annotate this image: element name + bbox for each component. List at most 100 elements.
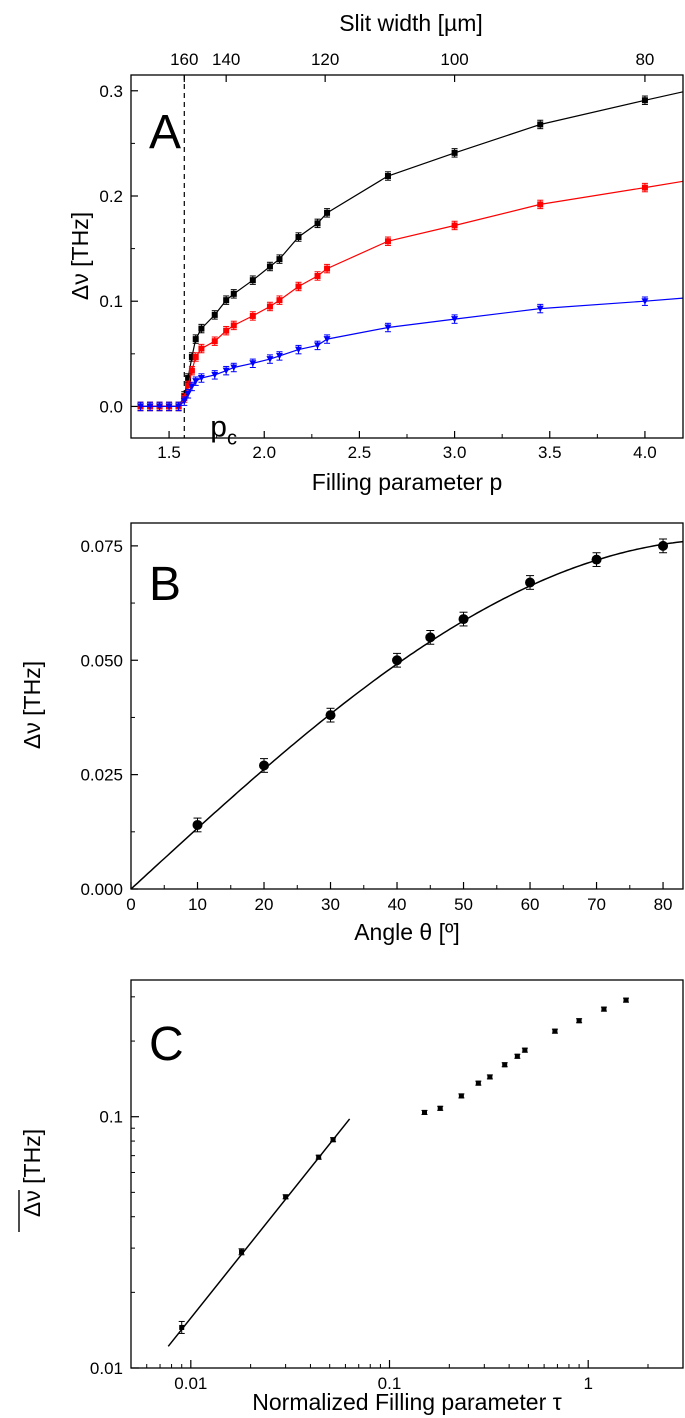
data-point <box>324 209 331 216</box>
data-point <box>192 819 203 830</box>
data-point <box>458 1093 464 1099</box>
data-point <box>137 403 145 410</box>
data-point <box>275 352 283 360</box>
data-point <box>601 1006 607 1012</box>
threshold-label: pc <box>210 410 237 449</box>
panel-a-top-axis-label: Slit width [µm] <box>339 10 483 36</box>
y-tick-label: 0.1 <box>99 1108 123 1127</box>
data-point <box>222 367 230 375</box>
x-tick-label: 70 <box>587 895 606 914</box>
data-point <box>641 97 648 104</box>
data-point <box>249 277 256 284</box>
x-tick-label: 50 <box>454 895 473 914</box>
data-point <box>230 290 237 297</box>
panel-b-x-ticks: 0 10 20 30 40 50 60 70 80 <box>126 882 673 914</box>
data-point <box>325 710 336 721</box>
data-point <box>537 201 544 208</box>
x-tick-label: 80 <box>654 895 673 914</box>
data-point <box>165 403 173 410</box>
top-tick-label: 100 <box>440 50 468 69</box>
data-point <box>188 353 195 360</box>
data-point <box>475 1080 481 1086</box>
panel-a-y-ticks: 0.0 0.1 0.2 0.3 <box>99 82 138 416</box>
x-tick-label: 0 <box>126 895 135 914</box>
data-point <box>249 360 257 367</box>
x-tick-label: 0.1 <box>378 1374 402 1393</box>
y-tick-label: 0.050 <box>80 651 123 670</box>
data-point <box>192 336 199 343</box>
y-tick-label: 0.000 <box>80 880 123 899</box>
data-point <box>192 353 199 360</box>
data-point <box>211 371 219 379</box>
data-point <box>211 311 218 318</box>
x-tick-label: 40 <box>388 895 407 914</box>
y-tick-label: 0.3 <box>99 82 123 101</box>
panel-a-series <box>137 91 684 412</box>
data-point <box>522 1047 528 1053</box>
data-point <box>295 346 303 354</box>
data-point <box>330 1137 336 1143</box>
data-point <box>421 1109 427 1115</box>
x-tick-label: 2.0 <box>252 443 276 462</box>
x-tick-label: 20 <box>255 895 274 914</box>
x-tick-label: 0.01 <box>174 1374 207 1393</box>
data-point <box>641 184 648 191</box>
top-tick-label: 120 <box>311 50 339 69</box>
threshold-label-main: p <box>210 410 227 443</box>
top-tick-label: 80 <box>635 50 654 69</box>
data-point <box>623 997 629 1003</box>
data-point <box>658 540 669 551</box>
series-line <box>140 91 684 407</box>
panel-a-x-ticks: 1.5 2.0 2.5 3.0 3.5 4.0 <box>157 431 657 462</box>
data-point <box>156 403 164 410</box>
data-point <box>223 327 230 334</box>
panel-b-label: B <box>149 558 181 611</box>
x-tick-label: 2.5 <box>348 443 372 462</box>
x-tick-label: 30 <box>321 895 340 914</box>
data-point <box>249 312 256 319</box>
data-point <box>230 322 237 329</box>
data-point <box>179 1324 185 1330</box>
series-line <box>140 297 684 407</box>
data-point <box>239 1249 245 1255</box>
panel-c-label: C <box>149 1018 184 1071</box>
panel-b-x-label: Angle θ [º] <box>354 919 460 945</box>
data-point <box>323 336 331 343</box>
y-tick-label: 0.2 <box>99 187 123 206</box>
data-point <box>536 305 544 313</box>
data-point <box>314 272 321 279</box>
data-point <box>451 222 458 229</box>
x-tick-label: 1 <box>583 1374 592 1393</box>
panel-b-points <box>192 538 669 833</box>
data-point <box>188 367 195 374</box>
panel-a-label: A <box>149 106 181 159</box>
data-point <box>384 324 392 332</box>
data-point <box>266 263 273 270</box>
data-point <box>230 364 238 372</box>
top-tick-label: 160 <box>170 50 198 69</box>
data-point <box>295 283 302 290</box>
x-tick-label: 3.5 <box>538 443 562 462</box>
data-point <box>502 1062 508 1068</box>
data-point <box>185 375 192 382</box>
data-point <box>537 121 544 128</box>
data-point <box>451 316 459 323</box>
x-tick-label: 60 <box>521 895 540 914</box>
panel-c-y-label: Δν [THz] <box>19 1129 45 1217</box>
x-tick-label: 3.0 <box>443 443 467 462</box>
panel-c-points <box>178 997 630 1334</box>
panel-c-frame <box>130 979 684 1369</box>
data-point <box>211 338 218 345</box>
x-tick-label: 10 <box>188 895 207 914</box>
data-point <box>184 390 192 398</box>
data-point <box>324 265 331 272</box>
data-point <box>314 220 321 227</box>
y-tick-label: 0.01 <box>90 1359 123 1378</box>
data-point <box>425 632 436 643</box>
panel-c: 0.01 0.1 0.01 0.1 1 C Normalized Filling pa… <box>18 979 684 1415</box>
data-point <box>283 1194 289 1200</box>
x-tick-label: 1.5 <box>157 443 181 462</box>
data-point <box>259 760 270 771</box>
data-point <box>316 1154 322 1160</box>
data-point <box>552 1028 558 1034</box>
